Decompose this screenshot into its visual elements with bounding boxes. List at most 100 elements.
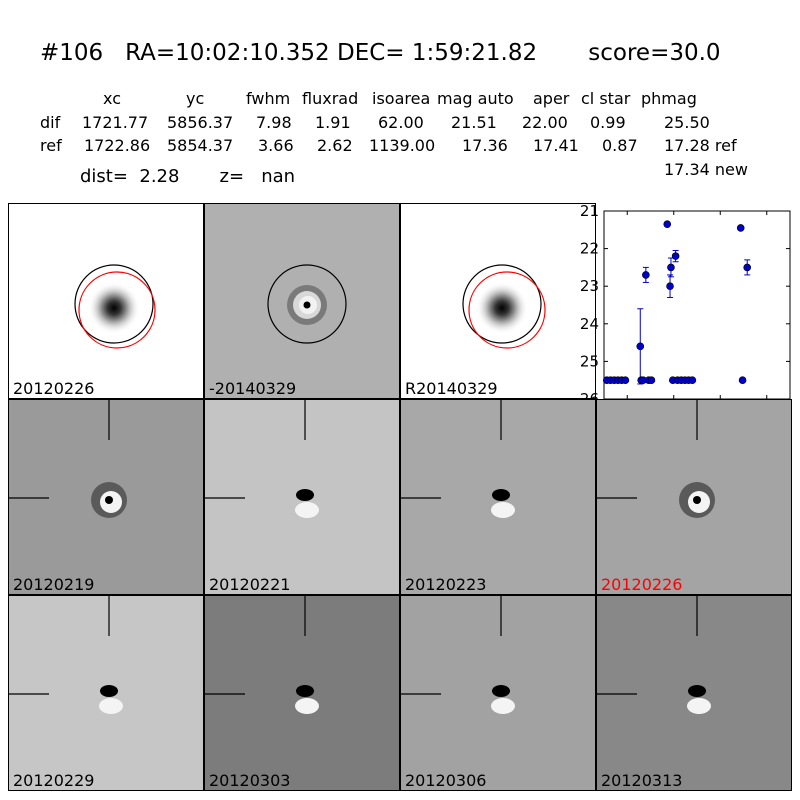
diff-image-svg [267,264,347,344]
ref-image-panel: 20120226 [8,203,204,399]
source-positive-lobe [295,698,319,714]
data-point [736,224,745,232]
ref-phmag: 17.28 ref [664,136,737,155]
data-point [667,263,675,272]
stamp-label: 20120223 [405,575,487,594]
source-negative-lobe [492,489,510,501]
stamp-label: 20120306 [405,771,487,790]
col-header-xc: xc [103,89,121,108]
stamp-svg [9,400,127,518]
col-header-mag-auto: mag auto [437,89,514,108]
source-positive-lobe [99,698,123,714]
y-tick-label: 22 [580,240,599,258]
data-point [671,252,680,260]
row-label-ref: ref [40,136,62,155]
y-tick-label: 23 [580,277,599,295]
stamp-label-current: 20120226 [601,575,683,594]
stamp-panel: 20120229 [8,595,204,791]
dif-aper: 22.00 [522,113,568,132]
panel-label: R20140329 [405,379,498,398]
stamp-label: 20120303 [209,771,291,790]
ref-image-svg [74,264,156,349]
dif-isoarea: 62.00 [378,113,424,132]
stamp-panel: 20120219 [8,399,204,595]
col-header-fwhm: fwhm [246,89,291,108]
ref-cl-star: 0.87 [602,136,638,155]
panel-label: -20140329 [209,379,297,398]
stamp-svg [401,596,515,714]
dif-phmag: 25.50 [664,113,710,132]
source-negative-lobe [688,685,706,697]
col-header-cl-star: cl star [581,89,631,108]
light-curve-svg: 212223242526-50050100 [580,202,791,422]
new-phmag: 17.34 new [664,160,748,179]
data-point [621,376,630,384]
source-negative-lobe [492,685,510,697]
data-point [743,263,752,272]
source-negative-lobe [100,685,118,697]
dif-xc: 1721.77 [82,113,149,132]
stamp-svg [597,400,715,518]
stamp-panel: 20120313 [596,595,792,791]
source-positive-lobe [295,502,319,518]
star-blob [88,282,140,334]
plot-frame [603,210,791,400]
ref-circle [78,271,156,349]
diff-image-panel: -20140329 [204,203,400,399]
dif-fwhm: 7.98 [256,113,292,132]
data-point [738,376,747,384]
detection-circle [74,264,154,344]
stamp-svg [597,596,711,714]
detection-circle [462,264,542,344]
stamp-svg [401,400,515,518]
dif-yc: 5856.37 [167,113,234,132]
stamp-panel: 20120226 [596,399,792,595]
data-point [666,282,674,290]
stamp-panel: 20120303 [204,595,400,791]
col-header-aper: aper [533,89,570,108]
source-positive-lobe [491,698,515,714]
y-tick-label: 21 [580,202,599,220]
ref-mag-auto: 17.36 [462,136,508,155]
row-label-dif: dif [40,113,61,132]
col-header-yc: yc [186,89,205,108]
stamp-panel: 20120221 [204,399,400,595]
diff-core [303,301,311,309]
ref-yc: 5854.37 [167,136,234,155]
dif-fluxrad: 1.91 [315,113,351,132]
col-header-isoarea: isoarea [372,89,431,108]
stamp-panel: 20120223 [400,399,596,595]
source-negative-lobe [296,489,314,501]
ref-circle [468,271,546,349]
data-point [642,271,650,279]
dif-mag-auto: 21.51 [451,113,497,132]
source-positive-lobe [687,698,711,714]
star-blob [476,282,528,334]
stamp-label: 20120313 [601,771,683,790]
stamp-svg [9,596,123,714]
y-tick-label: 24 [580,315,599,333]
data-point [663,220,672,228]
ref-new-image-svg [462,264,546,349]
stamp-svg [205,400,319,518]
data-point [636,342,645,351]
page-title: #106 RA=10:02:10.352 DEC= 1:59:21.82 sco… [40,40,721,66]
source-negative-lobe [296,685,314,697]
col-header-phmag: phmag [641,89,697,108]
ref-isoarea: 1139.00 [369,136,436,155]
stamp-label: 20120221 [209,575,291,594]
source-core [693,496,701,504]
ref-xc: 1722.86 [84,136,151,155]
dif-cl-star: 0.99 [590,113,626,132]
source-positive-lobe [491,502,515,518]
dist-readout: dist= 2.28 z= nan [80,166,296,187]
ref-new-image-panel: R20140329 [400,203,596,399]
stamp-label: 20120229 [13,771,95,790]
ref-fwhm: 3.66 [258,136,294,155]
detection-circle [267,264,347,344]
stamp-svg [205,596,319,714]
data-point [688,376,697,384]
panel-label: 20120226 [13,379,95,398]
ref-aper: 17.41 [533,136,579,155]
y-tick-label: 25 [580,352,599,370]
